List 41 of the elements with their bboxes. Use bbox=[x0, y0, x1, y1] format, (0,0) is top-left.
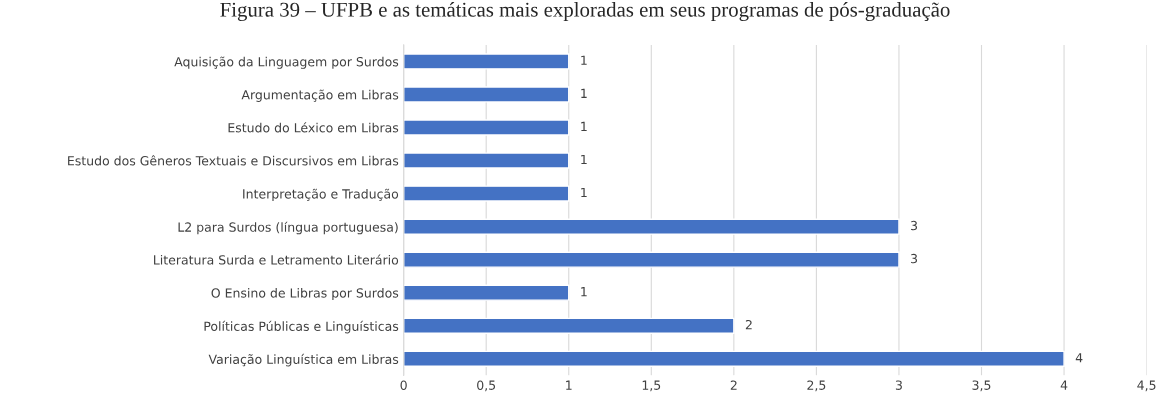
bar bbox=[403, 152, 570, 169]
data-label: 1 bbox=[581, 287, 587, 297]
data-label: 1 bbox=[581, 187, 587, 198]
bar bbox=[403, 53, 570, 70]
data-label: 1 bbox=[581, 88, 587, 98]
y-tick-label: Estudo do Léxico em Libras bbox=[228, 122, 399, 133]
bar bbox=[403, 218, 900, 235]
data-label: 3 bbox=[911, 253, 918, 264]
bar bbox=[403, 119, 570, 136]
x-tick-label: 3,5 bbox=[972, 380, 991, 392]
x-tick-label: 1,5 bbox=[642, 380, 661, 392]
x-tick-label: 0,5 bbox=[477, 380, 496, 392]
data-label: 1 bbox=[581, 154, 587, 164]
data-label: 3 bbox=[911, 220, 918, 231]
x-tick-label: 3 bbox=[895, 380, 902, 390]
y-tick-label: Aquisição da Linguagem por Surdos bbox=[174, 56, 399, 69]
bar bbox=[403, 350, 1065, 367]
y-tick-label: Políticas Públicas e Linguísticas bbox=[204, 320, 399, 334]
data-label: 1 bbox=[581, 121, 587, 131]
y-tick-label: Variação Linguística em Libras bbox=[208, 353, 399, 367]
data-label: 4 bbox=[1075, 353, 1083, 363]
chart-title: Figura 39 – UFPB e as temáticas mais exploradas em seus programas de pós-graduação bbox=[220, 2, 950, 22]
y-tick-label: Estudo dos Gêneros Textuais e Discursivos em Libras bbox=[68, 155, 399, 166]
y-tick-label: O Ensino de Libras por Surdos bbox=[211, 287, 399, 301]
y-tick-label: Argumentação em Libras bbox=[241, 89, 399, 102]
x-tick-label: 0 bbox=[400, 380, 407, 390]
bar bbox=[403, 317, 735, 334]
bar bbox=[403, 284, 570, 301]
x-tick-label: 1 bbox=[566, 380, 572, 390]
bar bbox=[403, 86, 570, 103]
x-tick-label: 2 bbox=[730, 380, 737, 390]
y-tick-label: L2 para Surdos (língua portuguesa) bbox=[178, 221, 398, 235]
x-tick-label: 2,5 bbox=[807, 380, 826, 392]
y-tick-label: Interpretação e Tradução bbox=[243, 188, 399, 202]
bar bbox=[403, 185, 570, 202]
x-tick-label: 4,5 bbox=[1137, 380, 1156, 392]
data-label: 2 bbox=[745, 319, 752, 330]
y-tick-label: Literatura Surda e Letramento Literário bbox=[154, 254, 399, 265]
bar bbox=[403, 251, 900, 268]
data-label: 1 bbox=[581, 55, 587, 65]
x-tick-label: 4 bbox=[1060, 380, 1068, 390]
